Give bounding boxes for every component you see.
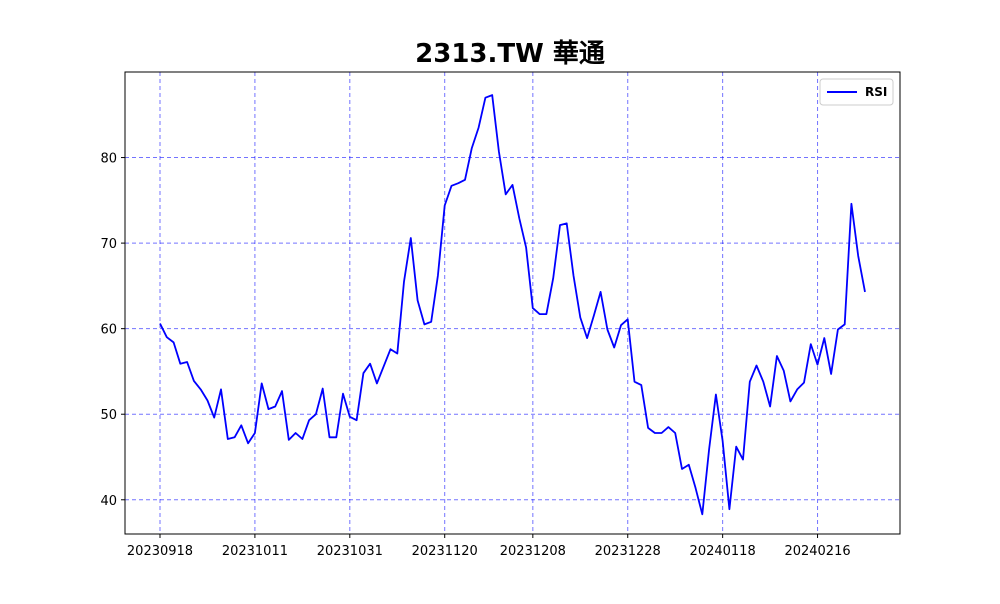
x-tick-label: 20231120 bbox=[412, 544, 478, 559]
y-tick-label: 50 bbox=[100, 408, 117, 423]
y-tick-label: 40 bbox=[100, 494, 117, 509]
x-tick-label: 20230918 bbox=[127, 544, 193, 559]
chart-title: 2313.TW 華通 bbox=[415, 39, 605, 69]
x-tick-label: 20240118 bbox=[690, 544, 756, 559]
x-tick-label: 20240216 bbox=[784, 544, 850, 559]
plot-area-frame bbox=[124, 71, 901, 535]
legend-label-rsi: RSI bbox=[865, 85, 887, 99]
y-tick-label: 70 bbox=[100, 237, 117, 252]
x-axis: 20230918 20231011 20231031 20231120 20231208… bbox=[127, 534, 851, 559]
y-tick-label: 80 bbox=[100, 152, 117, 167]
legend: RSI bbox=[819, 78, 894, 106]
x-tick-label: 20231228 bbox=[595, 544, 661, 559]
y-axis: 40 50 60 70 80 bbox=[100, 152, 125, 509]
rsi-series-line bbox=[159, 94, 866, 516]
x-tick-label: 20231011 bbox=[222, 544, 288, 559]
y-tick-label: 60 bbox=[100, 323, 117, 338]
series-layer bbox=[159, 94, 866, 516]
grid-layer bbox=[125, 72, 900, 534]
x-tick-label: 20231031 bbox=[317, 544, 383, 559]
x-tick-label: 20231208 bbox=[500, 544, 566, 559]
